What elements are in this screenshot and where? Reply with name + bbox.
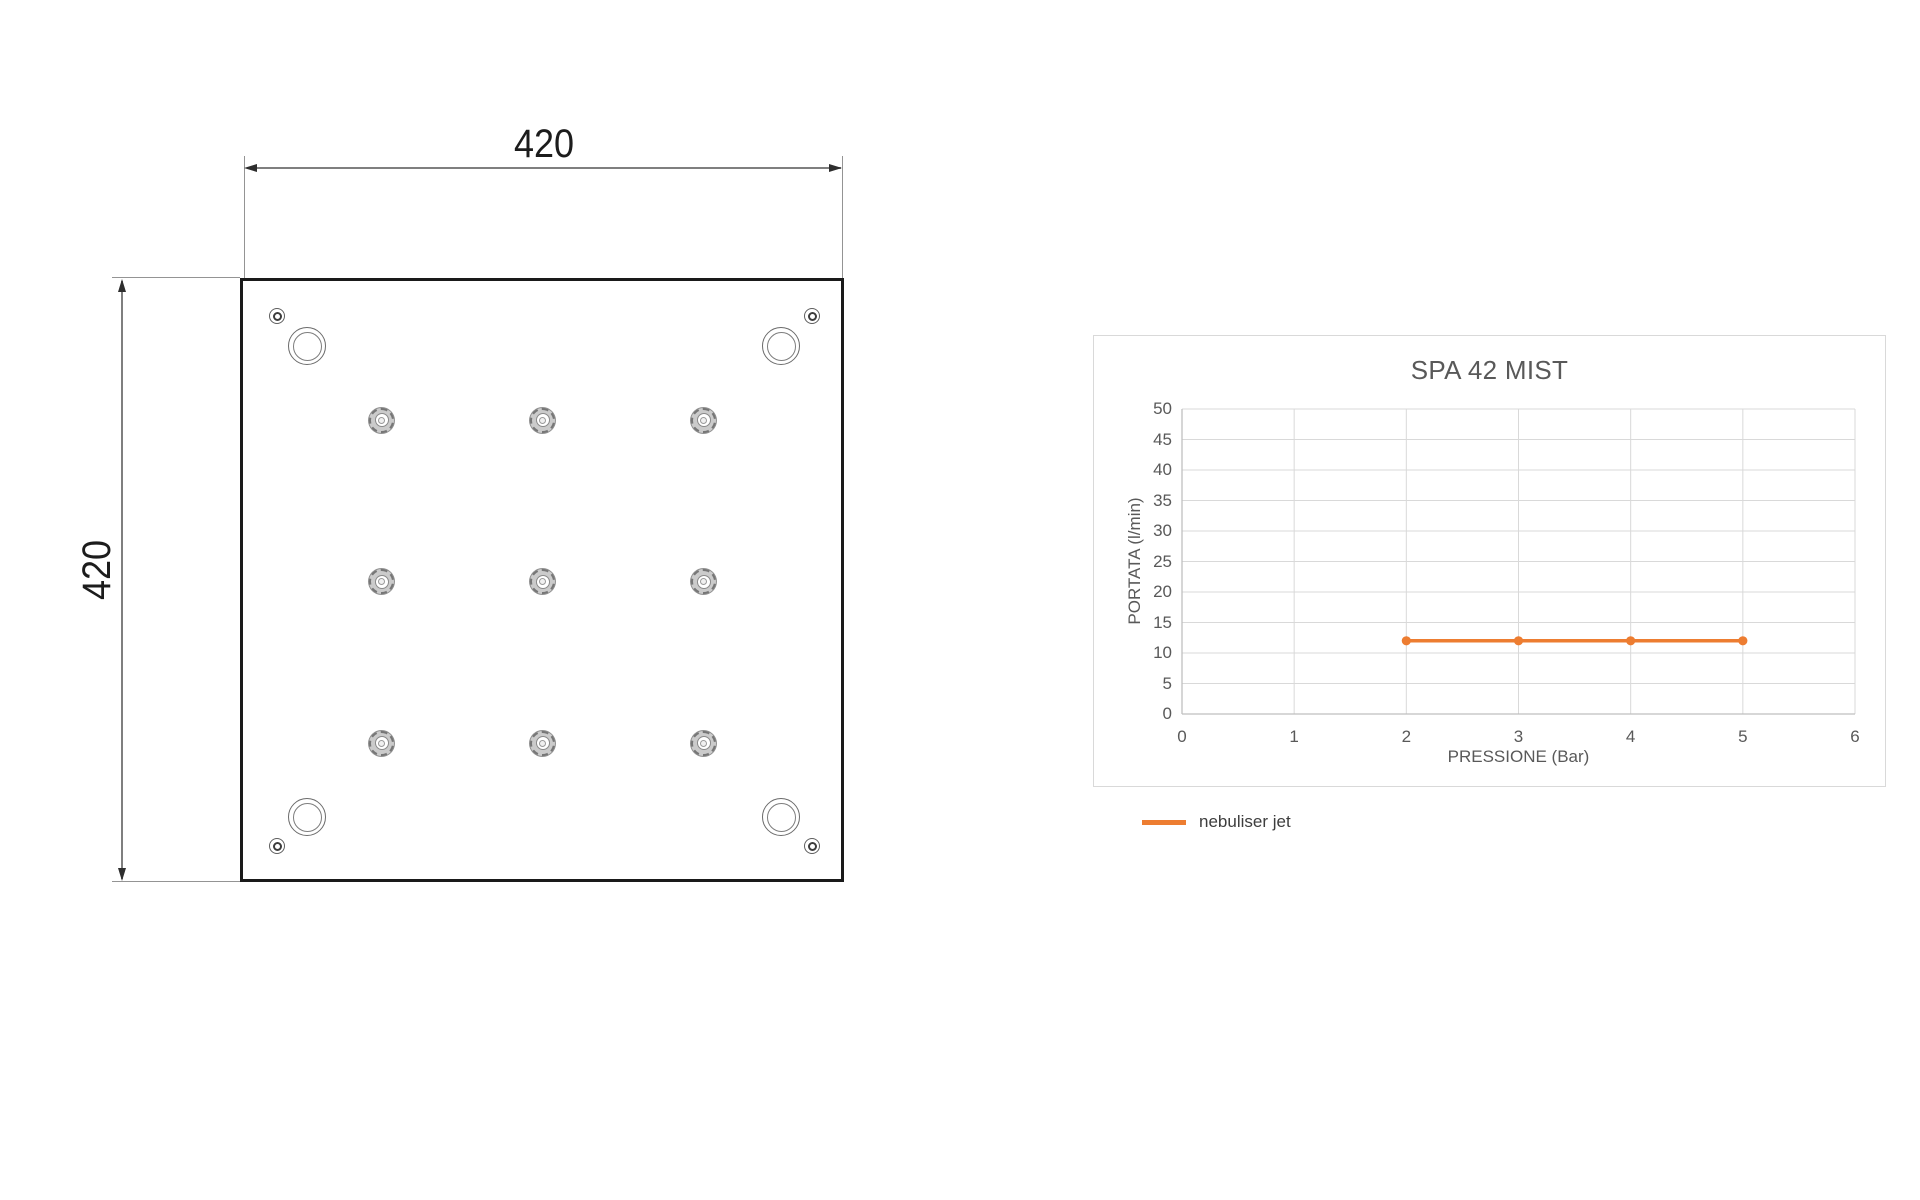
nozzle-jet [691, 569, 716, 594]
nozzle-jet [530, 730, 555, 756]
nozzle-ring [696, 574, 711, 589]
y-tick-label: 15 [1153, 612, 1172, 632]
screw-inner [807, 311, 817, 321]
nozzle-orifice [539, 416, 546, 424]
x-tick-label: 5 [1738, 727, 1748, 746]
screw-hole [804, 308, 820, 324]
y-tick-label: 25 [1153, 551, 1172, 571]
left-dimension-arrow-bottom [118, 868, 126, 881]
left-extension-line-bottom [112, 881, 240, 882]
data-point-marker [1626, 636, 1636, 646]
chart-title: SPA 42 MIST [1410, 355, 1569, 385]
nozzle-orifice [700, 416, 707, 424]
mount-inner [292, 802, 322, 832]
data-point-marker [1738, 636, 1748, 646]
left-extension-line-top [112, 277, 240, 278]
nozzle-ring [535, 413, 550, 427]
screw-hole [804, 838, 820, 854]
y-tick-label: 0 [1162, 704, 1172, 723]
top-dimension-arrow-right [829, 164, 842, 172]
flow-rate-chart: SPA 42 MIST PRESSIONE (Bar) PORTATA (l/m… [1093, 335, 1886, 787]
x-tick-label: 1 [1289, 727, 1299, 746]
screw-hole [269, 838, 285, 854]
screw-inner [807, 841, 817, 851]
chart-legend: nebuliser jet [1142, 810, 1291, 834]
left-dimension-line [121, 281, 123, 879]
mount-inner [766, 331, 796, 361]
y-tick-label: 50 [1153, 399, 1172, 418]
mount-hole [288, 798, 326, 836]
nozzle-jet [530, 407, 555, 433]
y-tick-label: 35 [1153, 490, 1172, 510]
nozzle-orifice [378, 416, 385, 424]
nozzle-jet [691, 730, 716, 756]
chart-plot [1181, 408, 1856, 715]
data-point-marker [1513, 636, 1524, 646]
top-dimension-line [247, 167, 841, 169]
nozzle-orifice [378, 578, 385, 585]
nozzle-ring [374, 413, 389, 427]
nozzle-ring [374, 574, 389, 589]
y-tick-label: 10 [1153, 643, 1172, 662]
y-tick-label: 40 [1153, 460, 1172, 479]
nozzle-jet [369, 569, 394, 594]
x-tick-label: 3 [1513, 727, 1524, 746]
mount-hole [288, 327, 326, 365]
screw-hole [269, 308, 285, 324]
nozzle-ring [535, 736, 550, 750]
nozzle-ring [696, 736, 711, 750]
mount-hole [762, 798, 800, 836]
x-tick-label: 2 [1401, 727, 1412, 746]
nozzle-ring [535, 574, 550, 589]
y-tick-label: 20 [1153, 582, 1172, 601]
x-axis-title: PRESSIONE (Bar) [1447, 747, 1590, 766]
x-tick-label: 4 [1625, 727, 1636, 746]
top-extension-line-left [244, 156, 245, 278]
mount-inner [292, 331, 322, 361]
nozzle-ring [696, 413, 711, 427]
top-extension-line-right [842, 156, 843, 278]
nozzle-orifice [700, 739, 707, 747]
width-dimension-label: 420 [513, 121, 575, 166]
x-tick-label: 6 [1850, 727, 1860, 746]
data-point-marker [1401, 636, 1411, 646]
nozzle-orifice [539, 578, 546, 585]
y-tick-label: 30 [1153, 521, 1172, 540]
top-dimension-arrow-left [244, 164, 257, 172]
nozzle-jet [369, 730, 394, 756]
legend-label: nebuliser jet [1199, 812, 1291, 831]
screw-inner [272, 841, 282, 851]
nozzle-jet [530, 569, 555, 594]
nozzle-orifice [539, 739, 546, 747]
y-tick-label: 5 [1162, 673, 1172, 693]
nozzle-orifice [378, 739, 385, 747]
x-tick-label: 0 [1177, 727, 1187, 746]
height-dimension-label: 420 [74, 539, 119, 601]
left-dimension-arrow-top [118, 279, 126, 292]
mount-inner [766, 802, 796, 832]
nozzle-ring [374, 736, 389, 750]
y-tick-label: 45 [1153, 429, 1172, 449]
nozzle-orifice [700, 578, 707, 585]
nozzle-jet [369, 407, 394, 433]
legend-line-swatch [1142, 819, 1186, 825]
mount-hole [762, 327, 800, 365]
nozzle-jet [691, 407, 716, 433]
screw-inner [272, 311, 282, 321]
